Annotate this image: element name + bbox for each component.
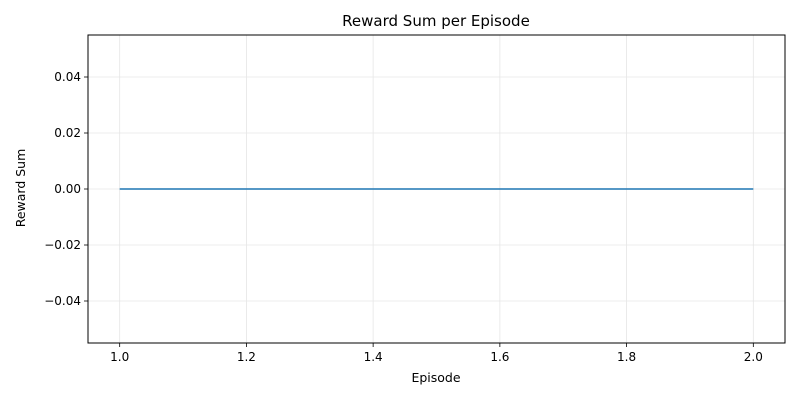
- y-tick-label: 0.00: [54, 182, 81, 196]
- x-axis-label: Episode: [411, 370, 460, 385]
- y-tick-label: 0.04: [54, 70, 81, 84]
- y-axis-ticks: −0.04 −0.02 0.00 0.02 0.04: [44, 70, 88, 308]
- y-axis-label: Reward Sum: [13, 149, 28, 228]
- x-tick-label: 2.0: [744, 350, 763, 364]
- x-tick-label: 1.0: [110, 350, 129, 364]
- y-tick-label: −0.04: [44, 294, 81, 308]
- y-tick-label: 0.02: [54, 126, 81, 140]
- x-tick-label: 1.8: [617, 350, 636, 364]
- x-axis-ticks: 1.0 1.2 1.4 1.6 1.8 2.0: [110, 343, 763, 364]
- x-tick-label: 1.4: [364, 350, 383, 364]
- x-tick-label: 1.6: [490, 350, 509, 364]
- y-tick-label: −0.02: [44, 238, 81, 252]
- chart-title: Reward Sum per Episode: [342, 12, 530, 30]
- x-tick-label: 1.2: [237, 350, 256, 364]
